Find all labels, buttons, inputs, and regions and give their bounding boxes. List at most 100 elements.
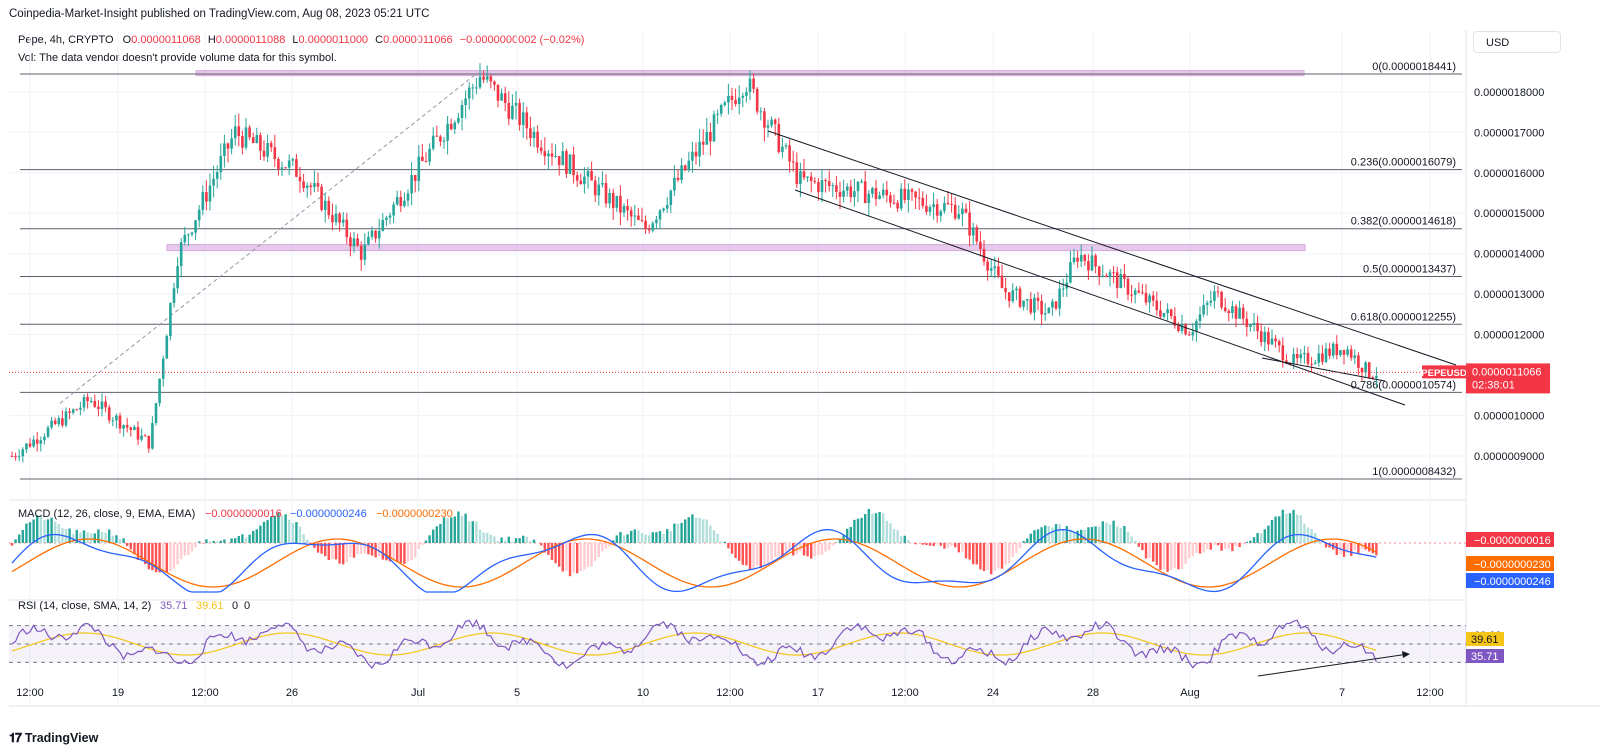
candle-body xyxy=(370,230,374,237)
candle-body xyxy=(482,76,485,80)
macd-histogram-bar xyxy=(1335,543,1338,555)
macd-histogram-bar xyxy=(896,530,899,543)
macd-histogram-bar xyxy=(342,543,345,565)
macd-histogram-bar xyxy=(25,523,28,543)
macd-histogram-bar xyxy=(882,513,885,543)
candle-body xyxy=(532,131,536,139)
candle-body xyxy=(118,415,122,429)
rsi-value-axis-label: 35.71 xyxy=(1471,651,1499,663)
time-axis[interactable]: 12:00 19 12:00 26 Jul 5 10 12:00 17 12:00 24 28 Aug 7… xyxy=(16,687,1444,699)
price-axis-label: 0.0000015000 xyxy=(1474,208,1544,220)
candle-body xyxy=(1083,254,1087,262)
candle-body xyxy=(917,197,921,199)
macd-histogram-bar xyxy=(1054,524,1058,543)
candle-body xyxy=(363,244,367,260)
macd-histogram-bar xyxy=(730,543,734,554)
candle-body xyxy=(107,407,111,421)
candle-body xyxy=(449,123,453,130)
currency-button[interactable]: USD xyxy=(1473,31,1561,53)
macd-histogram-bar xyxy=(331,543,334,560)
candle-body xyxy=(82,397,86,408)
macd-histogram-bar xyxy=(529,541,532,543)
macd-histogram-bar xyxy=(810,543,813,559)
macd-histogram-bar xyxy=(561,543,564,572)
price-axis[interactable]: 0.0000018000 0.0000017000 0.0000016000 0.00… xyxy=(1474,87,1544,463)
channel-upper-line xyxy=(767,130,1457,366)
candle-body xyxy=(140,435,143,440)
fibonacci-retracement[interactable]: 0(0.0000018441) 0.236(0.0000016079) 0.382(… xyxy=(20,61,1462,480)
rsi-extra-value-2: 0 xyxy=(244,600,250,612)
macd-histogram-bar xyxy=(1051,527,1054,543)
tradingview-logo[interactable]: 𝟏𝟕 TradingView xyxy=(9,731,98,746)
macd-histogram-bar xyxy=(1119,527,1122,543)
price-lower-low-line xyxy=(1261,357,1386,382)
candle-body xyxy=(896,202,899,209)
macd-histogram-bar xyxy=(50,517,53,543)
macd-histogram-bar xyxy=(1162,543,1166,570)
candle-body xyxy=(619,195,622,213)
candle-body xyxy=(35,439,39,444)
candle-body xyxy=(237,126,241,137)
macd-histogram-bar xyxy=(36,515,39,543)
candle-body xyxy=(698,141,701,157)
macd-histogram-bar xyxy=(518,538,521,543)
candle-body xyxy=(946,203,950,205)
trend-channel[interactable] xyxy=(767,130,1457,406)
macd-histogram-bar xyxy=(320,543,323,554)
macd-histogram-bar xyxy=(1242,543,1245,545)
candle-body xyxy=(507,102,511,119)
last-price-countdown: 02:38:01 xyxy=(1472,379,1515,391)
macd-histogram-bar xyxy=(939,543,942,546)
candle-body xyxy=(1331,343,1335,356)
macd-histogram-bar xyxy=(208,541,212,543)
macd-histogram-bar xyxy=(972,543,975,565)
macd-histogram-bar xyxy=(1044,525,1047,543)
macd-histogram-bar xyxy=(1062,529,1065,543)
macd-histogram-bar xyxy=(421,543,424,545)
candle-body xyxy=(385,217,388,220)
candle-body xyxy=(403,200,406,207)
candle-body xyxy=(1249,324,1252,327)
macd-histogram-bar xyxy=(522,535,525,543)
candle-body xyxy=(899,188,903,209)
candle-body xyxy=(1285,360,1288,364)
macd-histogram-bar xyxy=(691,514,694,543)
macd-histogram-bar xyxy=(957,543,960,553)
macd-histogram-bar xyxy=(1177,543,1180,570)
candle-body xyxy=(1364,362,1367,373)
candle-body xyxy=(1299,354,1303,359)
macd-histogram-bar xyxy=(1303,523,1306,543)
macd-histogram-bar xyxy=(288,519,291,543)
candle-body xyxy=(1162,313,1166,317)
candle-body xyxy=(388,215,392,218)
macd-histogram-bar xyxy=(428,535,431,543)
macd-histogram-bar xyxy=(601,543,604,552)
fib-level-label: 0.5(0.0000013437) xyxy=(1363,263,1456,275)
macd-histogram-bar xyxy=(277,512,280,543)
candle-body xyxy=(673,177,676,191)
macd-histogram-bar xyxy=(295,522,298,543)
high-label: H xyxy=(207,34,216,46)
macd-histogram-bar xyxy=(266,520,269,543)
candle-body xyxy=(251,137,255,143)
macd-histogram-bar xyxy=(507,536,510,543)
macd-histogram-bar xyxy=(1029,533,1032,543)
candle-body xyxy=(676,177,680,180)
candle-body xyxy=(867,193,871,204)
open-value: 0.0000011068 xyxy=(131,34,201,46)
candle-body xyxy=(997,266,1000,276)
macd-histogram-bar xyxy=(504,540,507,543)
macd-histogram-bar xyxy=(511,541,514,543)
candle-body xyxy=(1195,321,1198,332)
candle-body xyxy=(1317,353,1321,363)
macd-histogram-bar xyxy=(1170,543,1173,571)
candle-body xyxy=(1306,352,1310,364)
macd-histogram-bar xyxy=(1346,543,1349,553)
macd-histogram-bar xyxy=(802,543,806,556)
macd-histogram-bar xyxy=(990,543,993,575)
candle-body xyxy=(1223,307,1227,312)
candle-body xyxy=(1061,288,1065,290)
candle-body xyxy=(500,93,503,101)
macd-histogram-bar xyxy=(104,532,107,543)
